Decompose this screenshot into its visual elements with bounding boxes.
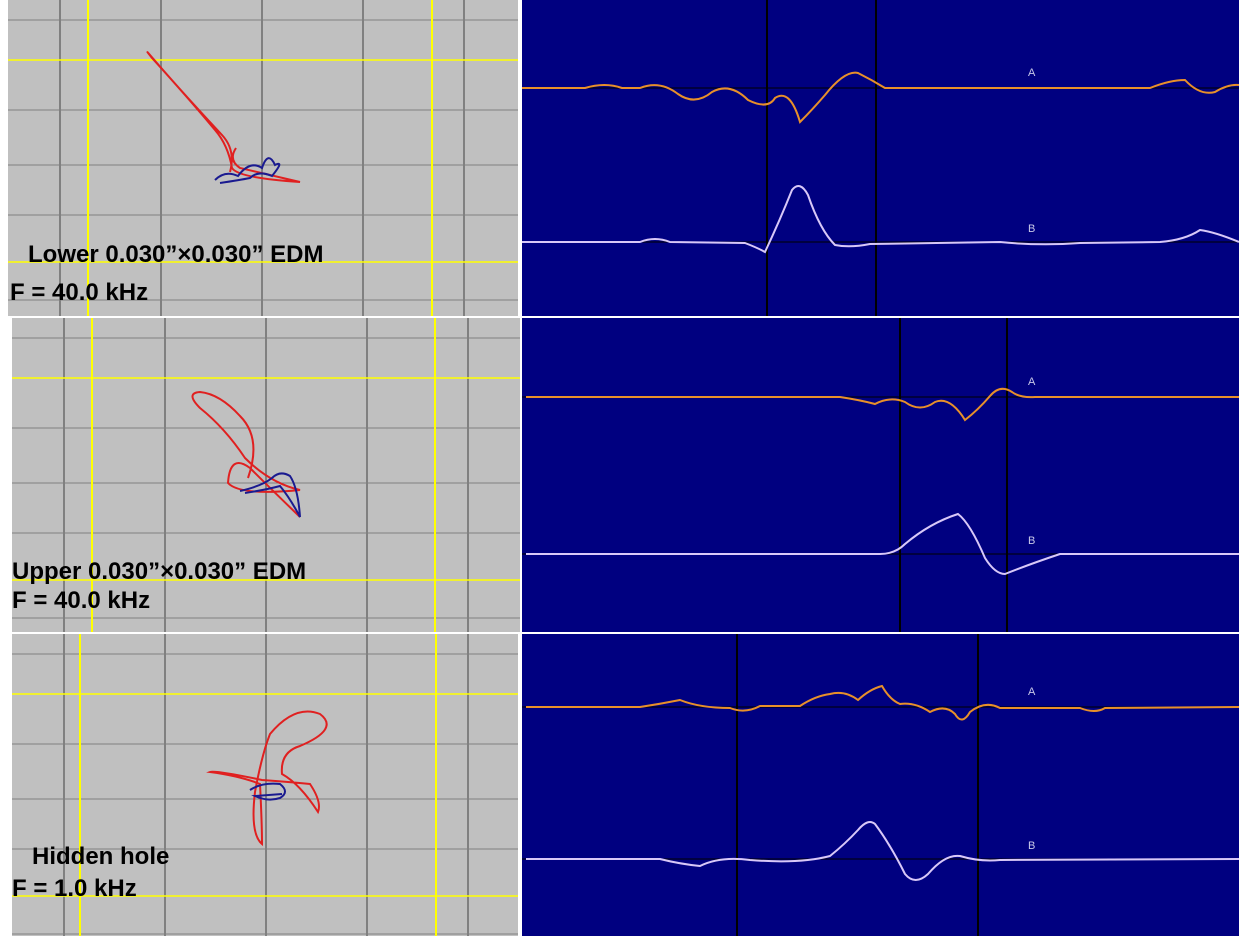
trace-blue: [249, 782, 286, 801]
strip-background: [522, 0, 1239, 316]
trace-blue: [214, 157, 281, 184]
channel-label: A: [1028, 376, 1036, 388]
strip-background: [522, 318, 1239, 632]
channel-label: A: [1028, 67, 1036, 79]
impedance-plane: Lower 0.030”×0.030” EDM F = 40.0 kHz: [8, 0, 518, 316]
trace-a: [526, 387, 1239, 422]
trace-b: [526, 512, 1239, 576]
channel-label: B: [1028, 223, 1035, 235]
defect-label: Hidden hole: [32, 843, 169, 870]
impedance-plane: Hidden hole F = 1.0 kHz: [12, 634, 518, 936]
frequency-label: F = 40.0 kHz: [12, 587, 150, 614]
strip-chart: AB: [522, 0, 1239, 316]
trace-b: [522, 185, 1239, 254]
frequency-label: F = 40.0 kHz: [10, 279, 148, 306]
trace-a: [522, 71, 1239, 124]
strip-chart: AB: [522, 318, 1239, 632]
defect-label: Upper 0.030”×0.030” EDM: [12, 558, 306, 585]
strip-background: [522, 634, 1239, 936]
trace-blue: [239, 472, 301, 518]
frequency-label: F = 1.0 kHz: [12, 875, 137, 902]
channel-label: A: [1028, 686, 1036, 698]
channel-label: B: [1028, 535, 1035, 547]
defect-label: Lower 0.030”×0.030” EDM: [28, 241, 323, 268]
trace-red: [206, 710, 328, 847]
trace-a: [526, 684, 1239, 721]
trace-b: [526, 821, 1239, 881]
trace-red: [191, 390, 301, 518]
channel-label: B: [1028, 840, 1035, 852]
strip-chart: AB: [522, 634, 1239, 936]
